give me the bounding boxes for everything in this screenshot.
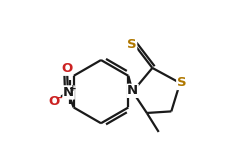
Text: N: N bbox=[126, 84, 138, 97]
Text: O: O bbox=[48, 95, 60, 108]
Text: N: N bbox=[63, 86, 74, 99]
Text: +: + bbox=[69, 84, 76, 92]
Text: S: S bbox=[126, 38, 136, 51]
Text: −: − bbox=[55, 93, 63, 103]
Text: O: O bbox=[61, 62, 72, 75]
Text: S: S bbox=[176, 76, 186, 89]
